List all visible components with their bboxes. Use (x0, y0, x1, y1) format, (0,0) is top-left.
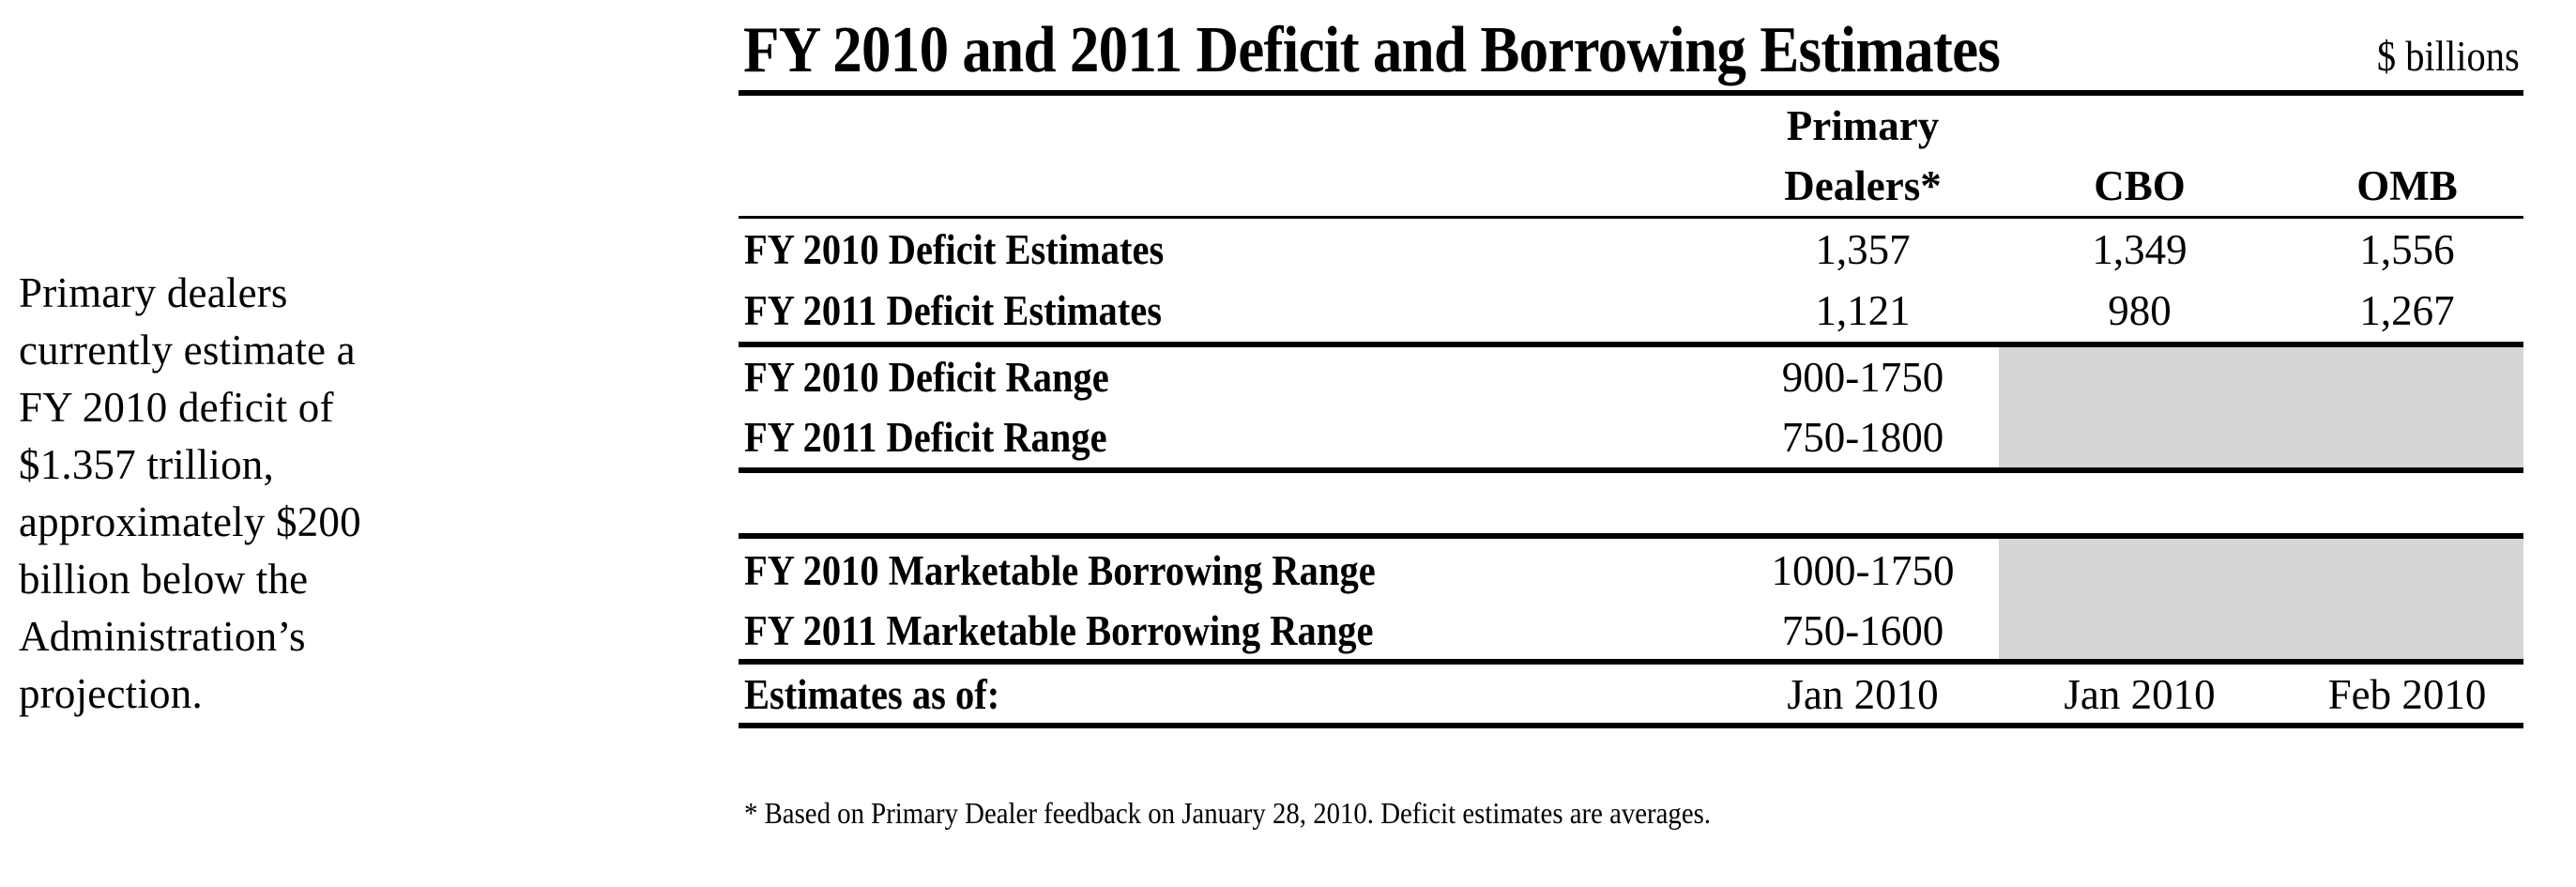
cell-primary-dealers: Jan 2010 (1787, 671, 1939, 718)
units-label: $ billions (2377, 33, 2520, 80)
rule-top (739, 90, 2523, 96)
shaded-block-borrowing-range (1999, 537, 2523, 659)
rule-estimates-bottom (739, 342, 2523, 347)
page-title: FY 2010 and 2011 Deficit and Borrowing E… (743, 14, 2001, 86)
column-header-primary-dealers-line1: Primary (1786, 102, 1940, 149)
column-header-primary-dealers-line2: Dealers* (1784, 162, 1942, 209)
footnote: * Based on Primary Dealer feedback on Ja… (744, 796, 1712, 830)
side-commentary-line: Primary dealers (19, 269, 288, 316)
side-commentary: Primary dealers currently estimate a FY … (19, 265, 432, 723)
rule-header-bottom (739, 216, 2523, 219)
rule-deficit-range-bottom (739, 467, 2523, 473)
cell-cbo: 1,349 (2092, 226, 2187, 273)
cell-omb: Feb 2010 (2327, 671, 2487, 718)
side-commentary-line: projection. (19, 670, 203, 717)
row-label: FY 2010 Deficit Range (744, 354, 1109, 401)
cell-primary-dealers: 1000-1750 (1771, 547, 1955, 594)
side-commentary-line: Administration’s (19, 613, 306, 660)
cell-cbo: Jan 2010 (2064, 671, 2216, 718)
side-commentary-line: billion below the (19, 556, 309, 603)
cell-primary-dealers: 1,357 (1815, 226, 1911, 273)
side-commentary-line: FY 2010 deficit of (19, 384, 334, 431)
cell-primary-dealers: 1,121 (1815, 287, 1911, 334)
row-label: FY 2010 Marketable Borrowing Range (744, 547, 1376, 594)
row-label: FY 2011 Deficit Range (744, 414, 1107, 461)
side-commentary-line: currently estimate a (19, 327, 356, 374)
side-commentary-line: $1.357 trillion, (19, 441, 274, 488)
row-label: Estimates as of: (744, 671, 1000, 718)
side-commentary-line: approximately $200 (19, 498, 361, 545)
cell-omb: 1,267 (2359, 287, 2455, 334)
column-header-cbo: CBO (2094, 162, 2186, 209)
row-label: FY 2010 Deficit Estimates (744, 226, 1165, 273)
cell-primary-dealers: 750-1800 (1781, 414, 1944, 461)
row-label: FY 2011 Marketable Borrowing Range (744, 607, 1374, 654)
cell-cbo: 980 (2108, 287, 2172, 334)
cell-primary-dealers: 900-1750 (1781, 354, 1944, 401)
rule-borrowing-bottom (739, 659, 2523, 665)
rule-borrowing-top (739, 533, 2523, 539)
column-header-omb: OMB (2356, 162, 2458, 209)
cell-omb: 1,556 (2359, 226, 2455, 273)
rule-table-bottom (739, 723, 2523, 728)
row-label: FY 2011 Deficit Estimates (744, 287, 1163, 334)
shaded-block-deficit-range (1999, 345, 2523, 467)
cell-primary-dealers: 750-1600 (1781, 607, 1944, 654)
